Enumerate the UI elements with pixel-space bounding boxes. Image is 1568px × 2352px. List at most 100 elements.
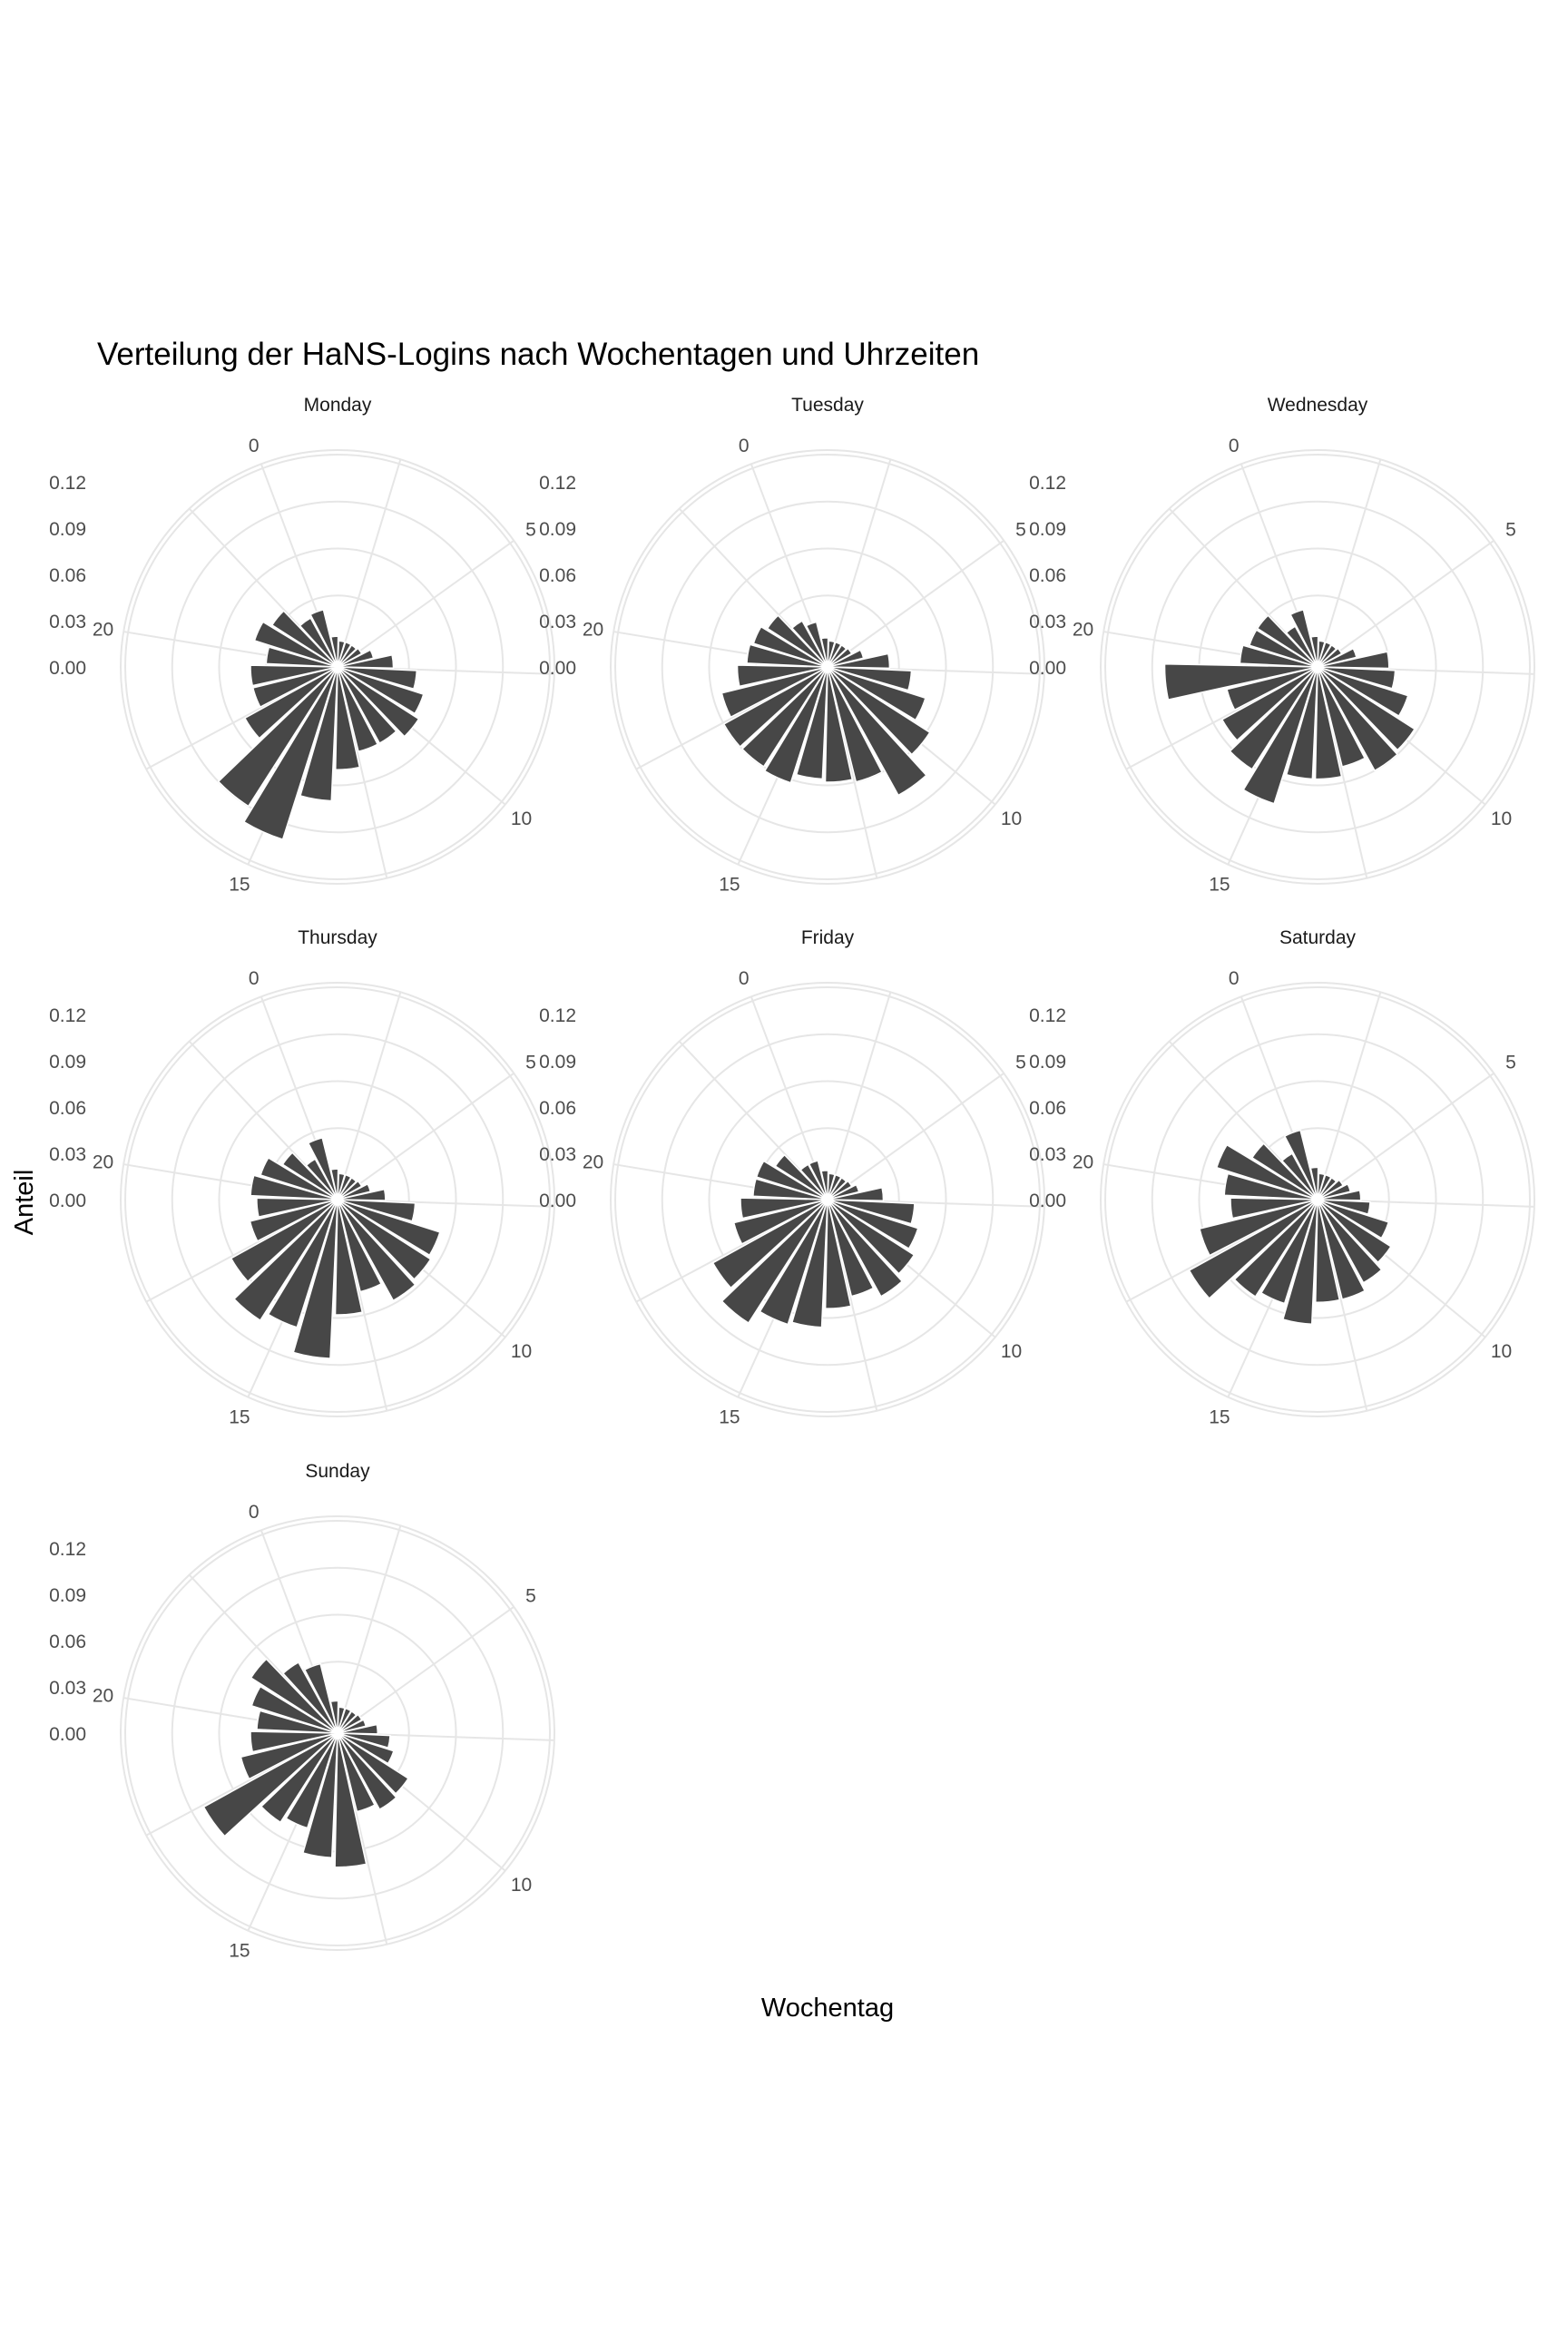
bar-hour-17 [202, 1732, 338, 1838]
y-tick-label: 0.09 [49, 1052, 86, 1073]
y-tick-label: 0.12 [1029, 1005, 1066, 1026]
bar-hour-13 [334, 1199, 364, 1316]
bar-hour-0 [307, 1137, 338, 1200]
y-tick-label: 0.09 [49, 519, 86, 540]
x-tick-label: 5 [1505, 519, 1516, 540]
bar-hour-19 [736, 664, 828, 688]
bar-hour-21 [1249, 629, 1318, 668]
bar-hour-8 [827, 1199, 916, 1225]
y-tick-label: 0.06 [1029, 1098, 1066, 1119]
x-tick-label: 0 [249, 968, 260, 989]
bar-hour-22 [270, 610, 338, 668]
grid-circle [708, 547, 947, 787]
bar-hour-19 [250, 1730, 338, 1753]
facet-title: Tuesday [791, 395, 864, 416]
x-tick-label: 0 [249, 1502, 260, 1523]
bar-hour-9 [1317, 666, 1409, 718]
x-tick-label: 15 [719, 1407, 740, 1428]
y-tick-label: 0.06 [49, 565, 86, 586]
y-tick-label: 0.12 [1029, 473, 1066, 494]
bar-hour-19 [256, 1197, 338, 1218]
bar-hour-16 [720, 1199, 828, 1325]
x-tick-label: 0 [739, 968, 750, 989]
bar-hour-7 [337, 1723, 378, 1735]
grid-outer-circle [610, 449, 1045, 885]
x-tick-label: 15 [1209, 875, 1230, 896]
y-tick-label: 0.06 [539, 565, 576, 586]
bar-hour-4 [827, 643, 848, 668]
y-tick-label: 0.03 [49, 1144, 86, 1165]
x-tick-label: 15 [229, 1941, 250, 1962]
bar-hour-17 [1220, 666, 1318, 742]
bar-hour-22 [1256, 614, 1318, 668]
bar-hour-21 [755, 1160, 828, 1200]
bar-hour-10 [1317, 666, 1416, 751]
grid-spoke [1317, 991, 1382, 1200]
bar-hour-14 [795, 666, 828, 780]
x-tick-label: 10 [511, 1341, 532, 1362]
y-tick-label: 0.06 [1029, 565, 1066, 586]
bar-hour-23 [790, 620, 828, 668]
grid-circle [1104, 986, 1531, 1413]
bar-hour-17 [230, 1199, 338, 1283]
facet-saturday: Saturday 0 5 10 15 20 0.00 0.03 0.06 0.09 0.12 [1029, 927, 1535, 1428]
bar-hour-14 [790, 1199, 828, 1328]
bar-hour-0 [1289, 609, 1318, 668]
x-tick-label: 20 [1073, 1152, 1093, 1172]
bar-hour-18 [240, 1732, 338, 1780]
grid-circle [124, 1520, 551, 1946]
bar-hour-17 [722, 666, 828, 749]
y-tick-label: 0.09 [1029, 519, 1066, 540]
bar-hour-6 [1317, 647, 1357, 668]
grid-spoke [337, 1605, 514, 1734]
bar-hour-17 [1188, 1199, 1318, 1299]
grid-spoke [337, 1524, 402, 1734]
y-tick-label: 0.00 [49, 1724, 86, 1745]
bar-hour-10 [337, 666, 420, 738]
bar-hour-22 [766, 614, 828, 668]
facet-title: Friday [801, 927, 855, 948]
y-tick-label: 0.09 [539, 519, 576, 540]
x-tick-label: 10 [1491, 1341, 1512, 1362]
bar-hour-16 [232, 1199, 338, 1322]
x-tick-label: 10 [1001, 808, 1022, 829]
grid-spoke [1317, 458, 1382, 668]
bar-hour-19 [1163, 662, 1318, 701]
bar-hour-5 [337, 1713, 363, 1734]
bar-hour-4 [827, 1176, 848, 1200]
grid-circle [708, 1080, 947, 1319]
bar-hour-21 [752, 625, 828, 668]
bar-hour-7 [337, 653, 395, 669]
y-tick-label: 0.03 [539, 612, 576, 632]
x-tick-label: 10 [1491, 808, 1512, 829]
bar-hour-20 [1239, 644, 1318, 668]
y-tick-label: 0.03 [49, 1678, 86, 1699]
grid-circle [218, 1080, 457, 1319]
bar-hour-7 [827, 652, 891, 670]
grid-circle [171, 500, 505, 834]
bar-hour-10 [827, 1199, 916, 1275]
bar-hour-12 [337, 666, 379, 753]
y-tick-label: 0.00 [539, 658, 576, 679]
x-tick-label: 5 [1015, 1052, 1026, 1073]
grid-circle [1151, 500, 1485, 834]
bar-hour-13 [334, 1732, 368, 1868]
x-tick-label: 0 [249, 436, 260, 456]
bar-hour-18 [249, 1199, 338, 1242]
bar-hour-21 [253, 621, 338, 668]
x-tick-label: 20 [583, 1152, 603, 1172]
bar-hour-9 [827, 666, 926, 721]
bar-hour-12 [827, 1199, 875, 1298]
bar-hour-8 [827, 666, 913, 691]
y-tick-label: 0.12 [539, 1005, 576, 1026]
grid-outer-circle [1100, 982, 1535, 1417]
facet-title: Wednesday [1268, 395, 1368, 416]
bar-hour-9 [337, 1199, 441, 1257]
x-tick-label: 15 [719, 875, 740, 896]
x-axis-label: Wochentag [761, 1994, 894, 2023]
facet-monday: Monday 0 5 10 15 20 0.00 0.03 0.06 0.09 0.12 [49, 395, 555, 896]
grid-circle [171, 1033, 505, 1367]
bar-hour-9 [337, 666, 425, 715]
grid-circle [614, 986, 1041, 1413]
y-axis-label: Anteil [10, 1170, 39, 1236]
